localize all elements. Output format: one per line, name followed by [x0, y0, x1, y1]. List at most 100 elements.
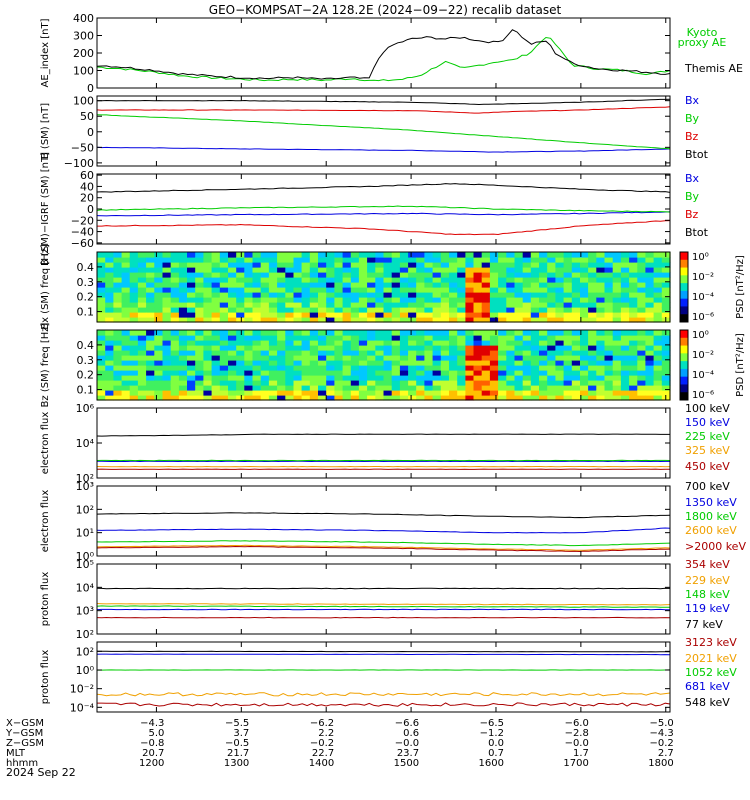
spectrogram-cell	[129, 287, 139, 293]
legend-entry: 119 keV	[685, 602, 730, 615]
spectrogram-cell	[506, 267, 516, 273]
spectrogram-cell	[596, 360, 606, 366]
spectrogram-cell	[228, 282, 237, 288]
spectrogram-cell	[399, 257, 409, 263]
spectrogram-cell	[105, 252, 114, 258]
spectrogram-cell	[555, 262, 565, 268]
spectrogram-cell	[285, 335, 295, 341]
spectrogram-cell	[137, 267, 147, 273]
legend-entry: 150 keV	[685, 416, 730, 429]
ephem-value: 1600	[479, 758, 504, 769]
spectrogram-cell	[432, 390, 442, 396]
spectrogram-cell	[367, 307, 376, 313]
spectrogram-cell	[105, 335, 114, 341]
spectrogram-cell	[326, 312, 335, 318]
spectrogram-cell	[449, 395, 458, 401]
spectrogram-cell	[391, 365, 401, 371]
spectrogram-cell	[383, 312, 393, 318]
spectrogram-cell	[506, 252, 516, 258]
spectrogram-cell	[154, 282, 164, 288]
spectrogram-cell	[211, 312, 221, 318]
spectrogram-cell	[489, 365, 499, 371]
ephem-value: −5.0	[649, 718, 673, 729]
spectrogram-cell	[424, 262, 434, 268]
spectrogram-cell	[539, 355, 548, 361]
spectrogram-cell	[97, 395, 106, 401]
spectrogram-cell	[105, 317, 114, 323]
spectrogram-cell	[195, 292, 204, 298]
spectrogram-cell	[457, 262, 466, 268]
spectrogram-cell	[580, 297, 589, 303]
spectrogram-cell	[342, 330, 352, 336]
spectrogram-cell	[121, 307, 131, 313]
spectrogram-cell	[334, 365, 344, 371]
spectrogram-cell	[498, 365, 507, 371]
spectrogram-cell	[137, 355, 147, 361]
ephem-row-label: X−GSM	[6, 718, 44, 729]
spectrogram-cell	[236, 257, 245, 263]
legend-entry: Kyoto	[687, 26, 718, 39]
spectrogram-cell	[375, 257, 385, 263]
y-tick-label: 10²	[76, 503, 94, 516]
spectrogram-cell	[645, 262, 655, 268]
spectrogram-cell	[268, 355, 278, 361]
spectrogram-cell	[219, 390, 229, 396]
spectrogram-cell	[440, 252, 450, 258]
spectrogram-cell	[620, 307, 630, 313]
spectrogram-cell	[465, 287, 475, 293]
spectrogram-cell	[399, 297, 409, 303]
spectrogram-cell	[334, 390, 344, 396]
spectrogram-cell	[244, 317, 254, 323]
spectrogram-cell	[105, 302, 114, 308]
y-tick-label: 100	[73, 95, 94, 108]
spectrogram-cell	[645, 355, 655, 361]
spectrogram-cell	[211, 262, 221, 268]
spectrogram-cell	[399, 312, 409, 318]
spectrogram-cell	[219, 272, 229, 278]
spectrogram-cell	[268, 360, 278, 366]
spectrogram-cell	[318, 302, 327, 308]
spectrogram-cell	[481, 390, 491, 396]
spectrogram-cell	[170, 272, 180, 278]
spectrogram-cell	[228, 267, 237, 273]
series-line	[97, 98, 671, 106]
spectrogram-cell	[113, 307, 123, 313]
spectrogram-cell	[137, 292, 147, 298]
spectrogram-cell	[506, 380, 516, 386]
spectrogram-cell	[293, 277, 303, 283]
series-line	[96, 114, 671, 150]
spectrogram-cell	[514, 292, 524, 298]
spectrogram-cell	[629, 350, 638, 356]
spectrogram-cell	[244, 267, 254, 273]
spectrogram-cell	[596, 297, 606, 303]
spectrogram-cell	[391, 380, 401, 386]
ephem-value: 3.7	[233, 728, 249, 739]
spectrogram-cell	[612, 375, 622, 381]
ephem-value: −0.5	[225, 738, 249, 749]
spectrogram-cell	[408, 335, 417, 341]
spectrogram-cell	[334, 330, 344, 336]
spectrogram-cell	[334, 312, 344, 318]
spectrogram-cell	[555, 335, 565, 341]
spectrogram-cell	[530, 350, 540, 356]
spectrogram-cell	[113, 282, 123, 288]
spectrogram-cell	[424, 267, 434, 273]
spectrogram-cell	[178, 370, 188, 376]
spectrogram-cell	[203, 277, 213, 283]
spectrogram-cell	[219, 297, 229, 303]
spectrogram-cell	[416, 292, 425, 298]
spectrogram-cell	[334, 370, 344, 376]
spectrogram-cell	[383, 317, 393, 323]
series-line	[96, 146, 671, 153]
spectrogram-cell	[514, 345, 524, 351]
spectrogram-cell	[440, 355, 450, 361]
spectrogram-cell	[318, 262, 327, 268]
spectrogram-cell	[629, 277, 638, 283]
spectrogram-cell	[146, 380, 155, 386]
spectrogram-cell	[604, 330, 614, 336]
spectrogram-cell	[105, 340, 114, 346]
spectrogram-cell	[285, 297, 295, 303]
spectrogram-cell	[236, 282, 245, 288]
spectrogram-cell	[432, 282, 442, 288]
y-tick-label: 10²	[76, 628, 94, 641]
